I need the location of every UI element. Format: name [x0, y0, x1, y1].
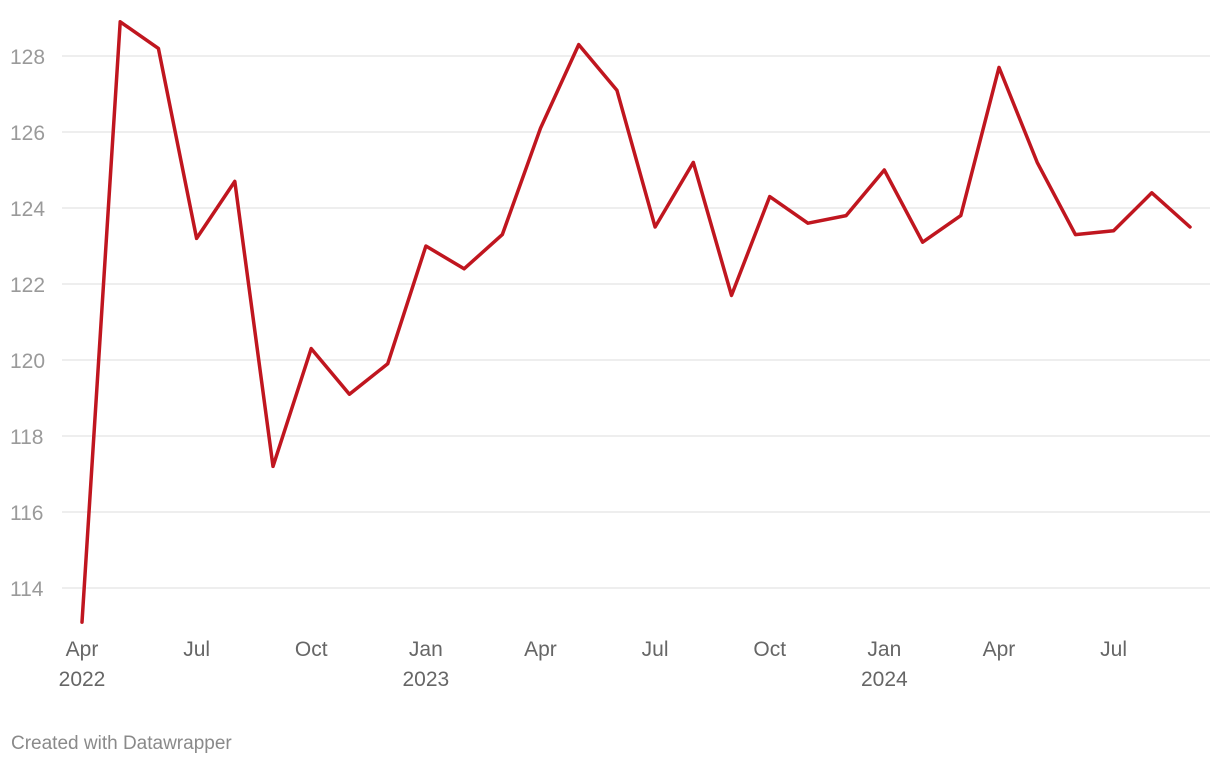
x-tick-label: Jul	[1100, 638, 1127, 661]
x-tick-label: Jan	[409, 638, 443, 661]
x-tick-year-label: 2022	[59, 668, 106, 691]
y-tick-label: 122	[10, 274, 45, 297]
x-tick-year-label: 2023	[403, 668, 450, 691]
datawrapper-credit[interactable]: Created with Datawrapper	[11, 733, 232, 754]
y-tick-label: 118	[10, 426, 43, 449]
y-tick-label: 126	[10, 122, 45, 145]
gridlines	[62, 55, 1210, 589]
x-axis-ticks: Apr 2022 Jul Oct Jan 2023 Apr Jul Oct Jan 2024 Apr J…	[59, 638, 1127, 691]
y-tick-label: 120	[10, 350, 45, 373]
x-tick-label: Apr	[524, 638, 557, 661]
x-tick-year-label: 2024	[861, 668, 908, 691]
y-tick-label: 114	[10, 578, 44, 601]
series-group	[80, 20, 1192, 624]
y-tick-label: 124	[10, 198, 45, 221]
x-tick-label: Oct	[753, 638, 786, 661]
y-axis-ticks: 114 116 118 120 122 124 126 128	[10, 46, 45, 601]
y-tick-label: 128	[10, 46, 45, 69]
x-tick-label: Jul	[183, 638, 210, 661]
series-line-0	[80, 20, 1192, 624]
x-tick-label: Oct	[295, 638, 328, 661]
x-tick-label: Jul	[642, 638, 669, 661]
x-tick-label: Jan	[867, 638, 901, 661]
x-tick-label: Apr	[66, 638, 99, 661]
x-tick-label: Apr	[983, 638, 1016, 661]
y-tick-label: 116	[10, 502, 43, 525]
